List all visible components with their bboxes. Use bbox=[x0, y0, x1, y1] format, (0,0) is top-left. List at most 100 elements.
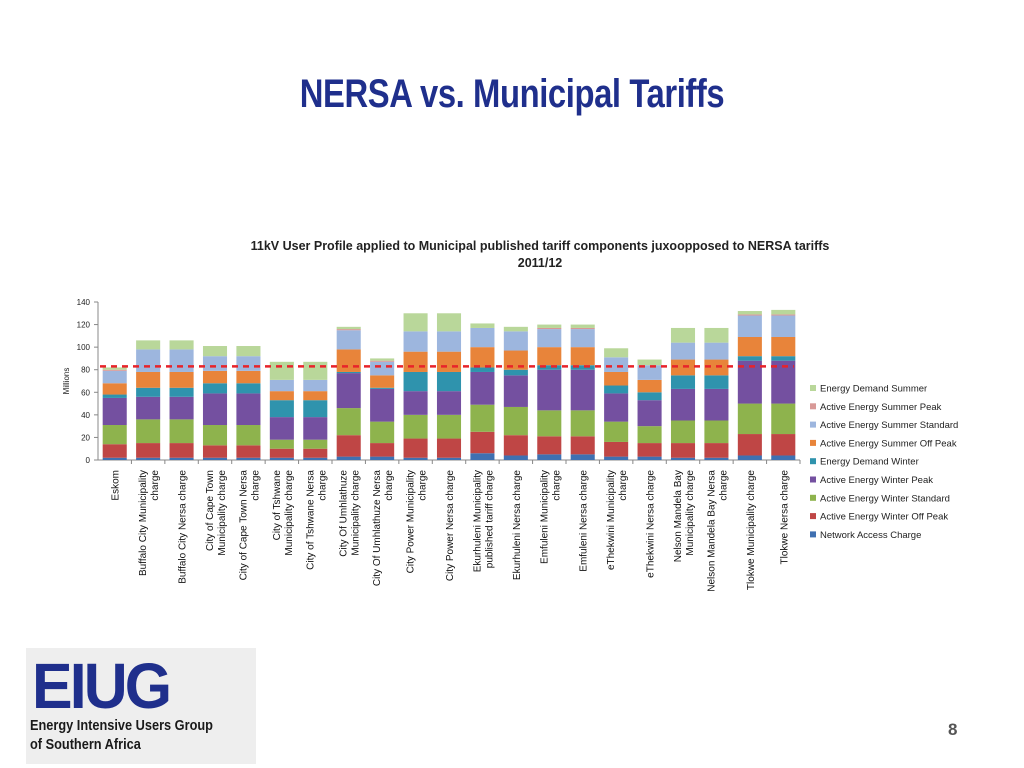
bar-segment bbox=[637, 400, 662, 427]
bar-segment bbox=[102, 444, 127, 458]
bar-segment bbox=[336, 456, 361, 460]
bar-segment bbox=[604, 393, 629, 422]
bar-segment bbox=[136, 457, 161, 460]
bar-segment bbox=[236, 356, 261, 371]
bar-segment bbox=[403, 331, 428, 352]
x-tick-label: Tlokwe Nersa charge bbox=[779, 470, 790, 565]
bar-segment bbox=[436, 438, 462, 458]
bar-segment bbox=[269, 457, 294, 460]
bar-segment bbox=[670, 457, 696, 460]
bar-segment bbox=[269, 439, 294, 449]
bar-segment bbox=[537, 329, 562, 348]
bar-segment bbox=[470, 371, 495, 405]
legend-label: Active Energy Winter Standard bbox=[820, 493, 950, 504]
bar-segment bbox=[403, 351, 428, 372]
bar-segment bbox=[169, 340, 194, 350]
y-tick-label: 120 bbox=[77, 321, 91, 330]
bar-segment bbox=[403, 414, 428, 439]
bar-segment bbox=[537, 454, 562, 460]
bar-segment bbox=[537, 410, 562, 437]
bar-segment bbox=[236, 457, 261, 460]
bar-segment bbox=[537, 436, 562, 455]
bar-segment bbox=[370, 421, 395, 444]
legend-label: Active Energy Winter Peak bbox=[820, 475, 933, 486]
bar-segment bbox=[637, 365, 662, 380]
bar-segment bbox=[236, 383, 261, 394]
legend-swatch bbox=[810, 403, 816, 410]
bar-segment bbox=[737, 434, 762, 456]
bar-segment bbox=[436, 414, 462, 439]
bar-segment bbox=[403, 313, 428, 332]
bar-segment bbox=[570, 329, 595, 348]
bar-segment bbox=[704, 375, 729, 389]
bar-segment bbox=[570, 327, 595, 330]
bar-segment bbox=[537, 327, 562, 330]
legend-swatch bbox=[810, 458, 816, 465]
x-tick-label: charge bbox=[384, 470, 395, 501]
bar-segment bbox=[303, 361, 328, 380]
bar-segment bbox=[570, 365, 595, 370]
x-tick-label: Nelson Mandela Bay Nersa bbox=[706, 470, 717, 592]
x-tick-label: Municipality charge bbox=[217, 470, 228, 556]
x-tick-label: Ekurhuleni Nersa charge bbox=[512, 470, 523, 580]
bar-segment bbox=[570, 436, 595, 455]
bar-segment bbox=[102, 394, 127, 398]
slide-title: NERSA vs. Municipal Tariffs bbox=[299, 72, 725, 116]
x-tick-label: Ekurhuleni Municipality bbox=[472, 470, 483, 572]
bar-segment bbox=[202, 346, 228, 357]
bar-segment bbox=[470, 367, 495, 372]
bar-segment bbox=[704, 443, 729, 458]
bar-segment bbox=[269, 417, 294, 440]
bar-segment bbox=[604, 357, 629, 372]
bar-segment bbox=[169, 443, 194, 458]
legend-swatch bbox=[810, 439, 816, 446]
bar-segment bbox=[771, 314, 796, 316]
bar-segment bbox=[637, 392, 662, 401]
bar-segment bbox=[503, 350, 528, 370]
bar-segment bbox=[737, 311, 762, 315]
bar-segment bbox=[771, 455, 796, 460]
x-tick-label: Emfuleni Nersa charge bbox=[579, 470, 590, 572]
bar-segment bbox=[670, 388, 696, 421]
bar-segment bbox=[403, 391, 428, 415]
bar-segment bbox=[403, 438, 428, 458]
bar-segment bbox=[771, 309, 796, 315]
bar-segment bbox=[303, 379, 328, 392]
bar-segment bbox=[771, 356, 796, 361]
bar-segment bbox=[670, 443, 696, 458]
bar-segment bbox=[637, 443, 662, 457]
legend-label: Active Energy Summer Off Peak bbox=[820, 438, 957, 449]
x-tick-label: charge bbox=[618, 470, 629, 501]
bar-segment bbox=[202, 370, 228, 384]
bar-segment bbox=[737, 455, 762, 460]
bar-segment bbox=[604, 348, 629, 358]
eiug-logo: EIUG Energy Intensive Users Group of Sou… bbox=[26, 648, 256, 764]
chart-title-line: 11kV User Profile applied to Municipal p… bbox=[250, 239, 830, 253]
bar-segment bbox=[737, 315, 762, 337]
bar-segment bbox=[537, 369, 562, 411]
bar-segment bbox=[202, 393, 228, 426]
y-axis-title: Millions bbox=[62, 368, 71, 395]
x-tick-label: charge bbox=[718, 470, 729, 501]
bar-segment bbox=[370, 443, 395, 457]
bar-segment bbox=[303, 400, 328, 418]
bar-segment bbox=[503, 455, 528, 460]
bar-segment bbox=[570, 324, 595, 328]
bar-segment bbox=[637, 426, 662, 444]
bar-segment bbox=[136, 443, 161, 458]
bar-segment bbox=[303, 391, 328, 401]
legend-label: Network Access Charge bbox=[820, 530, 921, 541]
bar-segment bbox=[570, 454, 595, 460]
bar-segment bbox=[102, 397, 127, 426]
y-tick-label: 60 bbox=[81, 388, 90, 397]
legend-swatch bbox=[810, 513, 816, 520]
bar-segment bbox=[202, 457, 228, 460]
bar-segment bbox=[737, 314, 762, 316]
x-tick-label: City of Cape Town Nersa bbox=[238, 470, 249, 581]
bar-segment bbox=[503, 406, 528, 436]
bar-segment bbox=[570, 369, 595, 411]
bar-segment bbox=[303, 448, 328, 458]
bar-segment bbox=[269, 391, 294, 401]
bar-segment bbox=[336, 330, 361, 350]
